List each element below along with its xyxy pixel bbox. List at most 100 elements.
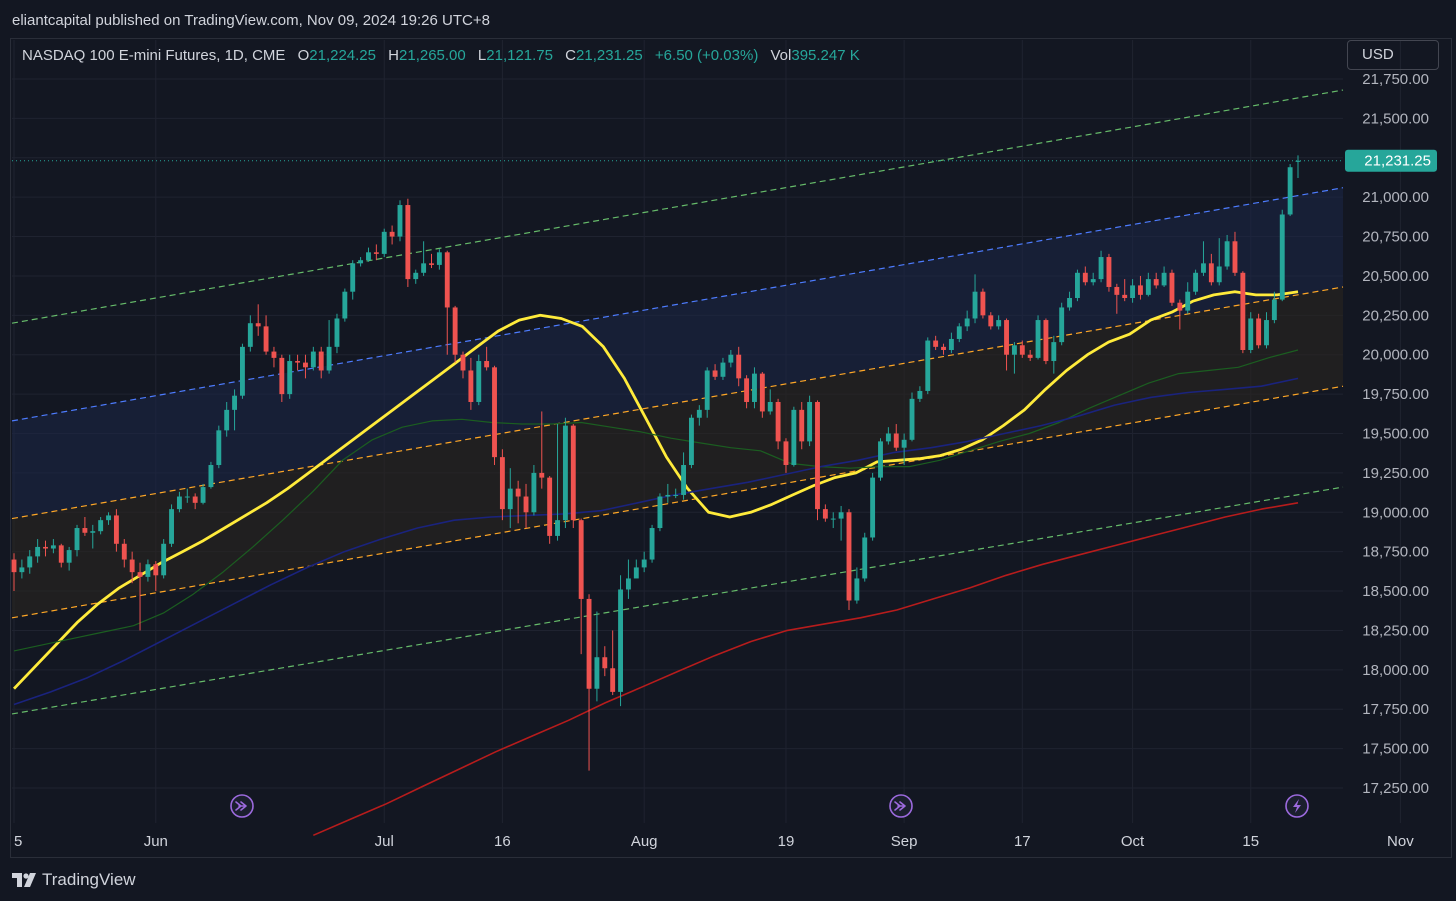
candle-body — [933, 340, 939, 347]
candle — [145, 559, 151, 582]
candle — [287, 354, 293, 399]
candle — [531, 465, 537, 516]
candle-body — [106, 515, 111, 521]
symbol-title[interactable]: NASDAQ 100 E-mini Futures, 1D, CME — [22, 47, 286, 64]
close-label: C — [565, 47, 577, 64]
candle-body — [1067, 298, 1073, 308]
candle — [1138, 275, 1143, 300]
candle-body — [295, 361, 301, 363]
candle — [830, 512, 836, 529]
dividend-event-icon — [889, 794, 913, 818]
last-price-badge — [1345, 149, 1437, 172]
channel-line-2 — [11, 286, 1344, 520]
candle — [1224, 234, 1230, 270]
candle — [625, 559, 631, 599]
candle — [641, 551, 647, 573]
dividend-event-icon — [230, 794, 254, 818]
candle-body — [1201, 263, 1206, 273]
candle — [988, 312, 994, 330]
candle — [996, 315, 1002, 330]
candle-body — [271, 351, 277, 358]
low-value: 21,121.75 — [486, 47, 553, 64]
candle-body — [452, 307, 458, 355]
candle — [878, 438, 883, 481]
candle — [1082, 266, 1088, 286]
candle-body — [1114, 286, 1120, 295]
candle — [1287, 164, 1293, 217]
candle-body — [539, 472, 545, 478]
candle-body — [476, 361, 482, 402]
candle — [1161, 266, 1167, 287]
candle-body — [82, 528, 88, 533]
candle-body — [1248, 318, 1254, 350]
price-tick-label: 18,750.00 — [1362, 544, 1429, 561]
candle-body — [1224, 241, 1230, 267]
price-tick-label: 20,750.00 — [1362, 229, 1429, 246]
candle — [665, 483, 671, 503]
candle-body — [239, 346, 245, 396]
candle — [799, 401, 805, 450]
candle — [972, 274, 978, 324]
candle — [247, 315, 253, 352]
candle — [350, 260, 356, 300]
candle-body — [499, 457, 505, 510]
candle — [334, 313, 340, 354]
candle — [1067, 291, 1073, 311]
candle — [964, 310, 970, 332]
candle-body — [696, 409, 702, 418]
ma-line-0 — [12, 290, 1299, 690]
price-tick-label: 21,000.00 — [1362, 189, 1429, 206]
candle — [523, 483, 529, 529]
candle-body — [838, 512, 844, 519]
candle-body — [689, 417, 694, 466]
open-value: 21,224.25 — [309, 47, 376, 64]
candle — [515, 480, 521, 524]
candle — [704, 367, 710, 418]
candle — [43, 540, 48, 557]
candle-body — [704, 370, 710, 410]
candle — [444, 250, 450, 355]
candle — [460, 351, 466, 379]
candle — [1177, 299, 1183, 330]
candle-body — [334, 318, 340, 347]
candle-body — [421, 263, 427, 273]
candle — [1216, 238, 1222, 286]
candle — [358, 257, 364, 267]
candle-body — [570, 425, 576, 521]
time-tick-label: Oct — [1121, 833, 1145, 850]
currency-button[interactable]: USD — [1347, 40, 1439, 70]
candle — [1208, 253, 1214, 286]
candle — [153, 561, 159, 592]
candle-body — [562, 425, 568, 521]
candle-body — [625, 578, 631, 590]
candle-body — [176, 496, 182, 510]
candle — [862, 532, 868, 582]
candle — [436, 249, 442, 270]
time-tick-label: Nov — [1387, 833, 1414, 850]
candle-body — [578, 520, 584, 599]
candle — [27, 550, 33, 574]
time-tick-label: Aug — [631, 833, 658, 850]
candle-body — [232, 395, 238, 410]
candle-body — [263, 326, 269, 352]
candle — [838, 505, 844, 541]
candle — [1035, 315, 1041, 360]
candle — [736, 346, 742, 387]
candle-body — [358, 260, 364, 264]
tradingview-brand[interactable]: TradingView — [12, 870, 136, 890]
candle-body — [980, 291, 986, 316]
candle — [429, 253, 434, 269]
channel-fill-lower — [12, 286, 1343, 618]
candle-body — [137, 572, 143, 577]
candle — [342, 288, 348, 322]
price-tick-label: 19,500.00 — [1362, 426, 1429, 443]
candle-body — [50, 545, 56, 549]
candle-body — [1185, 291, 1191, 311]
ma-line-1 — [13, 349, 1299, 652]
candle — [35, 539, 41, 563]
candle — [696, 405, 702, 426]
price-tick-label: 17,500.00 — [1362, 741, 1429, 758]
candle-body — [1059, 307, 1065, 343]
price-tick-label: 21,750.00 — [1362, 71, 1429, 88]
